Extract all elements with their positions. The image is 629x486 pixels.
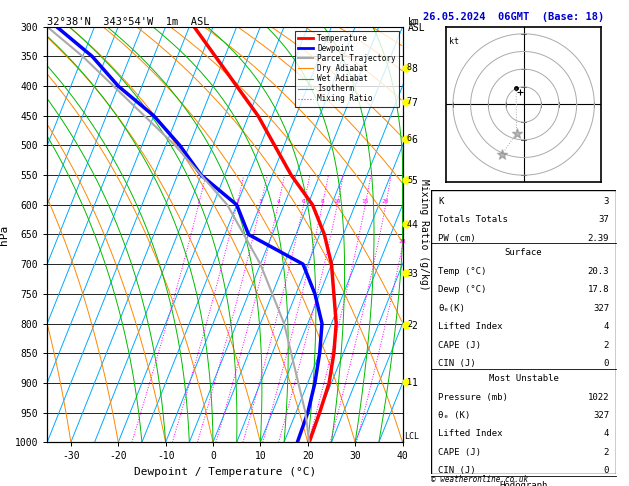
Text: Hodograph: Hodograph: [499, 481, 548, 486]
Text: 37: 37: [598, 215, 609, 224]
Text: 1022: 1022: [587, 393, 609, 401]
Text: θₑ(K): θₑ(K): [438, 304, 465, 313]
Text: Surface: Surface: [505, 248, 542, 258]
Text: 7: 7: [407, 97, 412, 106]
Text: 327: 327: [593, 411, 609, 420]
Text: Pressure (mb): Pressure (mb): [438, 393, 508, 401]
Text: θₑ (K): θₑ (K): [438, 411, 470, 420]
Text: 32°38'N  343°54'W  1m  ASL: 32°38'N 343°54'W 1m ASL: [47, 17, 209, 27]
Text: CIN (J): CIN (J): [438, 359, 476, 368]
Text: 1: 1: [407, 378, 412, 387]
Text: 3: 3: [259, 199, 262, 204]
Text: LCL: LCL: [404, 432, 419, 441]
Text: ASL: ASL: [408, 23, 425, 34]
Text: CAPE (J): CAPE (J): [438, 448, 481, 457]
Text: 327: 327: [593, 304, 609, 313]
X-axis label: Dewpoint / Temperature (°C): Dewpoint / Temperature (°C): [134, 467, 316, 477]
Text: 1: 1: [197, 199, 201, 204]
Text: Most Unstable: Most Unstable: [489, 374, 559, 383]
Text: 3: 3: [407, 269, 412, 278]
Text: 2: 2: [407, 320, 412, 329]
Text: 0: 0: [604, 359, 609, 368]
Text: Lifted Index: Lifted Index: [438, 322, 503, 331]
Text: Dewp (°C): Dewp (°C): [438, 285, 487, 295]
Text: 15: 15: [362, 199, 369, 204]
Text: 4: 4: [604, 430, 609, 438]
Text: 6: 6: [407, 135, 412, 143]
Text: 6: 6: [302, 199, 306, 204]
Text: 2: 2: [235, 199, 239, 204]
Text: 20: 20: [382, 199, 389, 204]
Text: 20.3: 20.3: [587, 267, 609, 276]
Text: Temp (°C): Temp (°C): [438, 267, 487, 276]
Legend: Temperature, Dewpoint, Parcel Trajectory, Dry Adiabat, Wet Adiabat, Isotherm, Mi: Temperature, Dewpoint, Parcel Trajectory…: [295, 31, 399, 106]
Text: 4: 4: [604, 322, 609, 331]
Text: CAPE (J): CAPE (J): [438, 341, 481, 350]
Text: 2: 2: [604, 448, 609, 457]
Text: K: K: [438, 197, 443, 206]
Y-axis label: Mixing Ratio (g/kg): Mixing Ratio (g/kg): [418, 179, 428, 290]
Text: 2.39: 2.39: [587, 234, 609, 243]
Text: 3: 3: [604, 197, 609, 206]
Text: Totals Totals: Totals Totals: [438, 215, 508, 224]
Text: km: km: [408, 17, 420, 27]
Text: Lifted Index: Lifted Index: [438, 430, 503, 438]
Text: 26.05.2024  06GMT  (Base: 18): 26.05.2024 06GMT (Base: 18): [423, 12, 604, 22]
Text: kt: kt: [449, 37, 459, 46]
Text: 2: 2: [604, 341, 609, 350]
Text: 17.8: 17.8: [587, 285, 609, 295]
Text: 8: 8: [407, 63, 412, 72]
Text: 5: 5: [407, 176, 412, 185]
Text: CIN (J): CIN (J): [438, 467, 476, 475]
Y-axis label: hPa: hPa: [0, 225, 9, 244]
Text: 28: 28: [399, 239, 406, 244]
Text: 4: 4: [276, 199, 280, 204]
Text: © weatheronline.co.uk: © weatheronline.co.uk: [431, 474, 528, 484]
Text: PW (cm): PW (cm): [438, 234, 476, 243]
Text: 8: 8: [321, 199, 324, 204]
Text: 10: 10: [333, 199, 341, 204]
Text: 4: 4: [407, 220, 412, 229]
Text: 0: 0: [604, 467, 609, 475]
